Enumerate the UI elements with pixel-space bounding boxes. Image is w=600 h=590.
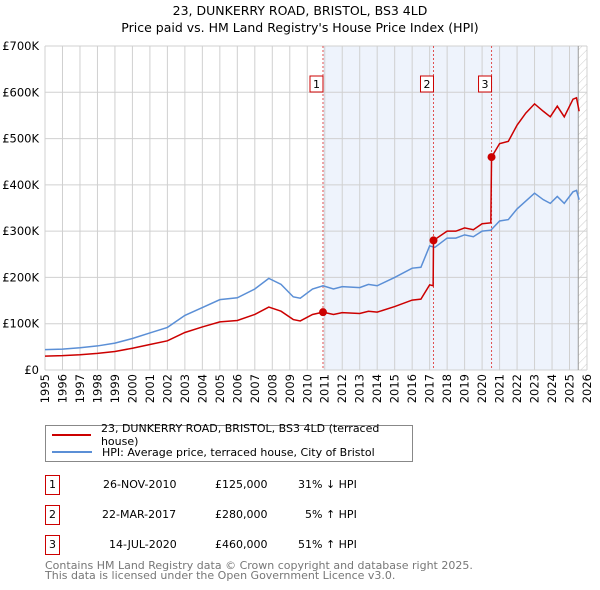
hpi-diff: 51% ↑ HPI (298, 538, 357, 551)
x-tick-label: 2001 (143, 374, 157, 403)
table-row: 3 14-JUL-2020 £460,000 51% ↑ HPI (45, 535, 445, 555)
y-tick-label: £300K (2, 224, 39, 238)
x-tick-label: 2011 (318, 374, 332, 403)
y-tick-label: £200K (2, 270, 39, 284)
legend-item-property: 23, DUNKERRY ROAD, BRISTOL, BS3 4LD (ter… (46, 422, 412, 448)
sale-point (429, 236, 438, 245)
footer-licence: This data is licensed under the Open Gov… (45, 569, 396, 582)
sale-point (318, 308, 327, 317)
sale-marker: 3 (45, 535, 60, 555)
legend-swatch (52, 434, 91, 436)
x-tick-label: 2025 (563, 374, 577, 403)
chart-title: 23, DUNKERRY ROAD, BRISTOL, BS3 4LD (172, 3, 428, 18)
x-tick-label: 2023 (528, 374, 542, 403)
hatched-region (578, 46, 587, 370)
y-tick-label: £500K (2, 132, 39, 146)
legend-label: 23, DUNKERRY ROAD, BRISTOL, BS3 4LD (ter… (100, 422, 380, 448)
table-row: 2 22-MAR-2017 £280,000 5% ↑ HPI (45, 505, 445, 525)
legend-swatch (52, 451, 92, 453)
x-tick-label: 2018 (440, 374, 454, 403)
legend: 23, DUNKERRY ROAD, BRISTOL, BS3 4LD (ter… (45, 422, 413, 462)
chart-subtitle: Price paid vs. HM Land Registry's House … (121, 20, 479, 35)
x-tick-label: 2020 (475, 374, 489, 403)
sale-date: 26-NOV-2010 (103, 478, 177, 491)
sale-price: £125,000 (215, 478, 268, 491)
hpi-line (44, 189, 580, 351)
sale-marker: 2 (45, 505, 60, 525)
x-tick-label: 2014 (370, 374, 384, 403)
y-tick-label: £0 (24, 363, 39, 377)
legend-item-hpi: HPI: Average price, terraced house, City… (46, 444, 375, 460)
x-tick-label: 2006 (230, 374, 244, 403)
legend-label: HPI: Average price, terraced house, City… (102, 445, 375, 459)
x-tick-label: 2000 (125, 374, 139, 403)
x-tick-label: 2002 (160, 374, 174, 403)
x-tick-label: 2005 (213, 374, 227, 403)
y-tick-label: £600K (2, 85, 39, 99)
y-tick-label: £700K (2, 39, 39, 53)
footer-copyright: Contains HM Land Registry data © Crown c… (45, 559, 473, 572)
x-tick-label: 2013 (353, 374, 367, 403)
sale-point (487, 153, 496, 162)
x-tick-label: 2026 (580, 374, 594, 403)
sale-date: 22-MAR-2017 (102, 508, 177, 521)
hpi-diff: 5% ↑ HPI (305, 508, 357, 521)
x-tick-label: 1997 (73, 374, 87, 403)
x-tick-label: 2015 (388, 374, 402, 403)
x-tick-label: 2017 (423, 374, 437, 403)
hpi-diff: 31% ↓ HPI (298, 478, 357, 491)
x-tick-label: 2019 (458, 374, 472, 403)
x-tick-label: 2024 (545, 374, 559, 403)
table-row: 1 26-NOV-2010 £125,000 31% ↓ HPI (45, 475, 445, 495)
x-tick-label: 2012 (335, 374, 349, 403)
sale-date: 14-JUL-2020 (109, 538, 177, 551)
y-tick-label: £100K (2, 317, 39, 331)
x-tick-label: 2022 (510, 374, 524, 403)
price-chart: 1995 1996 1997 1998 1999 2000 2001 2002 2003 2004… (2, 39, 594, 403)
sale-price: £280,000 (215, 508, 268, 521)
x-tick-label: 2016 (405, 374, 419, 403)
sale-marker-label: 2 (423, 78, 430, 91)
x-tick-label: 1998 (90, 374, 104, 403)
property-price-line (44, 96, 580, 357)
x-tick-label: 2009 (283, 374, 297, 403)
x-tick-label: 2010 (300, 374, 314, 403)
sale-marker-label: 1 (313, 78, 320, 91)
sale-marker: 1 (45, 475, 60, 495)
x-tick-label: 2004 (195, 374, 209, 403)
sale-marker-label: 3 (482, 78, 489, 91)
shaded-region (322, 46, 579, 370)
x-tick-label: 2021 (493, 374, 507, 403)
x-tick-label: 2007 (248, 374, 262, 403)
sale-marker-box (419, 75, 434, 93)
sale-marker-box (309, 75, 324, 93)
x-tick-label: 2003 (178, 374, 192, 403)
sale-marker-box (478, 75, 493, 93)
x-tick-label: 1996 (55, 374, 69, 403)
y-tick-label: £400K (2, 178, 39, 192)
sale-price: £460,000 (215, 538, 268, 551)
x-tick-label: 1995 (38, 374, 52, 403)
x-tick-label: 2008 (265, 374, 279, 403)
x-tick-label: 1999 (108, 374, 122, 403)
